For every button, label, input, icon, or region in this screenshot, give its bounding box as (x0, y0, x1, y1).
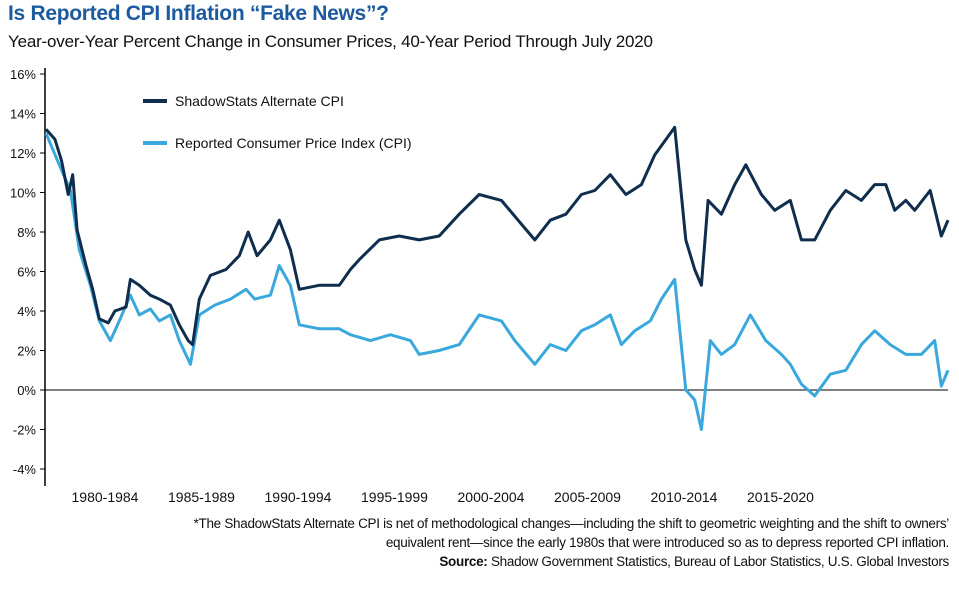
source-label: Source: (439, 554, 488, 569)
source-note: Source: Shadow Government Statistics, Bu… (439, 554, 949, 569)
x-tick-label: 1985-1989 (168, 489, 235, 505)
y-tick-label: 2% (17, 344, 36, 359)
y-tick-label: 6% (17, 265, 36, 280)
series-line-shadowstats-cpi (44, 125, 950, 347)
y-tick-label: 12% (10, 146, 36, 161)
x-tick-label: 1990-1994 (265, 489, 332, 505)
y-tick-label: 14% (10, 107, 36, 122)
x-tick-label: 1980-1984 (72, 489, 139, 505)
series-line-reported-cpi (44, 132, 950, 431)
x-tick-label: 2000-2004 (458, 489, 525, 505)
x-tick-label: 2015-2020 (747, 489, 814, 505)
footnote-line-1: *The ShadowStats Alternate CPI is net of… (193, 516, 950, 531)
y-tick-label: 8% (17, 225, 36, 240)
y-tick-label: -4% (13, 462, 37, 477)
footnote-line-2: equivalent rent—since the early 1980s th… (385, 535, 949, 550)
chart-title: Is Reported CPI Inflation “Fake News”? (8, 2, 389, 25)
source-text: Shadow Government Statistics, Bureau of … (487, 554, 949, 569)
x-tick-label: 1995-1999 (361, 489, 428, 505)
y-tick-label: 10% (10, 186, 36, 201)
legend-label: Reported Consumer Price Index (CPI) (175, 135, 412, 151)
legend-label: ShadowStats Alternate CPI (175, 93, 344, 109)
y-tick-label: 16% (10, 67, 36, 82)
y-tick-label: -2% (13, 423, 37, 438)
x-tick-label: 2010-2014 (651, 489, 718, 505)
x-tick-label: 2005-2009 (554, 489, 621, 505)
chart-subtitle: Year-over-Year Percent Change in Consume… (8, 32, 653, 51)
y-tick-label: 4% (17, 304, 36, 319)
y-tick-label: 0% (17, 383, 36, 398)
